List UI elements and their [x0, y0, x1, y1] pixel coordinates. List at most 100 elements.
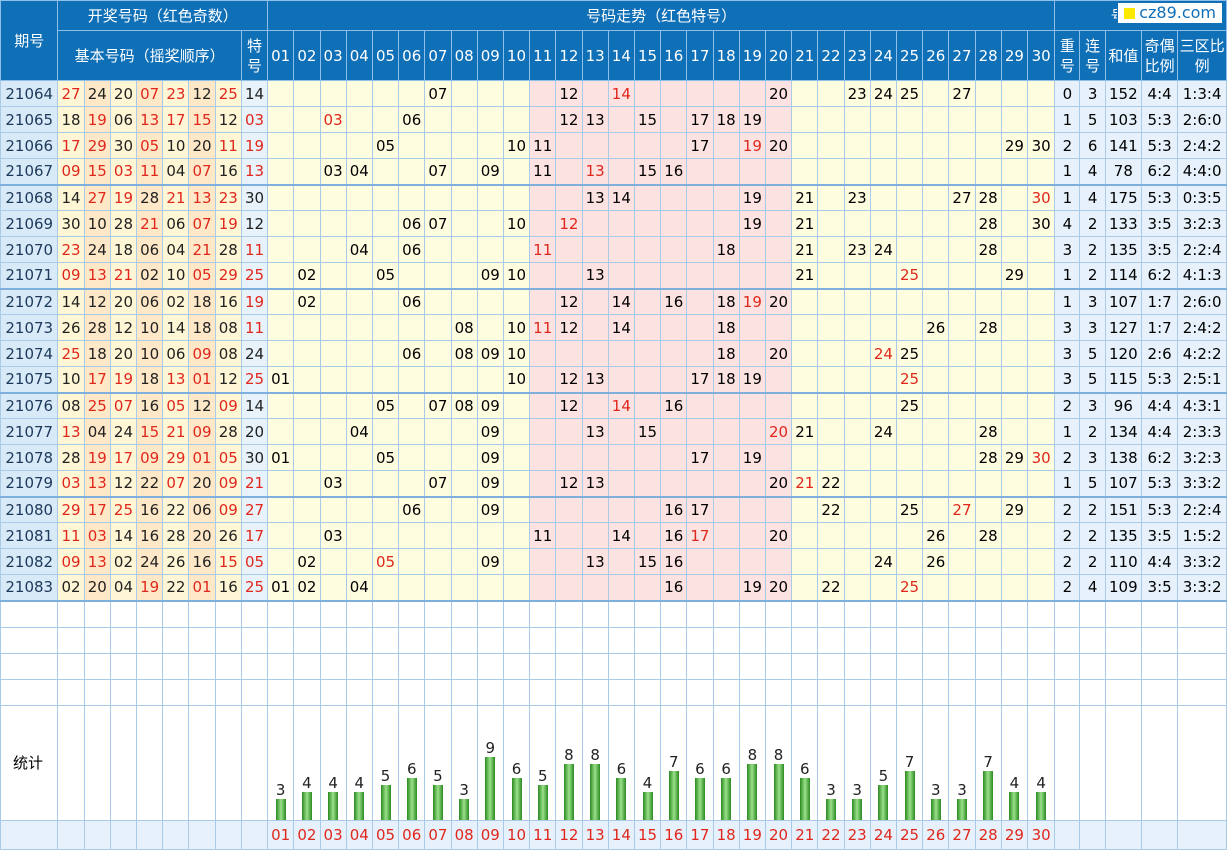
table-row: 21066 17 29 30 05 10 20 11 19 05 10 11 17 19 20 29 30 2 6 1…	[0, 132, 1227, 159]
basic-number: 15	[214, 548, 242, 575]
zone-cell: 2:2:4	[1177, 236, 1227, 263]
blank-cell	[895, 652, 924, 680]
trend-cell: 20	[764, 574, 793, 601]
sum-cell: 135	[1104, 522, 1142, 549]
sum-cell: 103	[1104, 106, 1142, 133]
trend-cell	[974, 158, 1002, 185]
stats-bar	[1009, 791, 1020, 819]
trend-cell	[948, 522, 976, 549]
trend-cell	[791, 495, 819, 523]
basic-number: 19	[136, 574, 164, 601]
blank-cell	[895, 599, 924, 628]
trend-cell	[791, 340, 819, 367]
trend-cell	[1026, 262, 1056, 289]
trend-cell	[712, 522, 740, 549]
blank-cell	[686, 626, 714, 654]
trend-cell: 19	[738, 444, 766, 471]
trend-cell	[791, 106, 819, 133]
period-cell: 21074	[0, 340, 59, 367]
trend-cell	[293, 314, 321, 341]
blank-cell	[371, 678, 400, 706]
trend-cell	[581, 287, 609, 315]
site-logo[interactable]: cz89.com	[1117, 2, 1223, 24]
stats-bar-cell: 3	[843, 704, 871, 821]
trend-cell	[607, 366, 635, 393]
blank-cell	[450, 626, 478, 654]
footer-empty-cell	[57, 819, 85, 850]
trend-cell	[660, 106, 688, 133]
trend-cell	[922, 366, 950, 393]
trend-cell	[607, 210, 635, 237]
stats-bar-cell: 7	[974, 704, 1002, 821]
trend-cell	[895, 548, 924, 575]
trend-cell	[267, 470, 295, 497]
trend-cell	[502, 80, 531, 107]
basic-number: 29	[57, 495, 85, 523]
trend-cell	[843, 340, 871, 367]
basic-number: 02	[136, 262, 164, 289]
blank-cell	[83, 599, 111, 628]
trend-cell: 18	[712, 366, 740, 393]
special-number: 17	[240, 522, 269, 549]
trend-cell	[371, 183, 400, 211]
trend-cell: 03	[319, 522, 347, 549]
blank-cell	[555, 678, 583, 706]
trend-cell	[1000, 158, 1028, 185]
trend-cell	[450, 287, 478, 315]
trend-cell	[371, 236, 400, 263]
basic-number: 11	[57, 522, 85, 549]
trend-cell	[843, 262, 871, 289]
table-row: 21076 08 25 07 16 05 12 09 14 05 07 08 09 12 14 16 25 2 3 9…	[0, 391, 1227, 419]
trend-cell	[581, 236, 609, 263]
trend-cell: 14	[607, 80, 635, 107]
stats-bar-cell: 4	[1000, 704, 1028, 821]
trend-cell	[424, 495, 452, 523]
footer-number: 08	[450, 819, 478, 850]
trend-cell	[869, 287, 897, 315]
blank-cell	[712, 599, 740, 628]
stats-empty-cell	[109, 704, 138, 821]
basic-number: 01	[188, 574, 216, 601]
basic-number: 20	[188, 522, 216, 549]
stats-empty-cell	[57, 704, 85, 821]
trend-cell	[555, 236, 583, 263]
trend-cell: 24	[869, 340, 897, 367]
trend-cell: 18	[712, 106, 740, 133]
blank-cell	[1026, 626, 1056, 654]
oddeven-cell: 5:3	[1140, 106, 1179, 133]
trend-cell: 07	[424, 470, 452, 497]
trend-cell: 17	[686, 366, 714, 393]
trend-cell	[686, 548, 714, 575]
footer-empty-cell	[162, 819, 190, 850]
trend-cell	[817, 314, 845, 341]
footer-empty-cell	[136, 819, 164, 850]
trend-cell	[1026, 158, 1056, 185]
trend-cell	[319, 210, 347, 237]
trend-cell	[764, 262, 793, 289]
special-number: 14	[240, 80, 269, 107]
footer-number: 24	[869, 819, 897, 850]
trend-cell	[1000, 210, 1028, 237]
blank-cell	[1054, 626, 1081, 654]
basic-number: 08	[214, 340, 242, 367]
trend-cell	[712, 470, 740, 497]
blank-cell	[948, 626, 976, 654]
stats-bar-value: 7	[904, 752, 915, 771]
zone-cell: 4:1:3	[1177, 262, 1227, 289]
trend-cell	[398, 158, 426, 185]
trend-cell: 04	[345, 158, 373, 185]
trend-cell: 09	[476, 340, 504, 367]
trend-cell	[607, 548, 635, 575]
blank-cell	[1140, 599, 1179, 628]
sum-cell: 152	[1104, 80, 1142, 107]
trend-cell	[371, 366, 400, 393]
trend-cell	[974, 470, 1002, 497]
basic-number: 26	[214, 522, 242, 549]
trend-cell: 02	[293, 548, 321, 575]
blank-cell	[502, 678, 531, 706]
basic-numbers-header: 基本号码（摇奖顺序）	[57, 30, 242, 81]
trend-cell	[476, 314, 504, 341]
trend-cell	[345, 391, 373, 419]
sum-cell: 138	[1104, 444, 1142, 471]
trend-cell: 20	[764, 287, 793, 315]
